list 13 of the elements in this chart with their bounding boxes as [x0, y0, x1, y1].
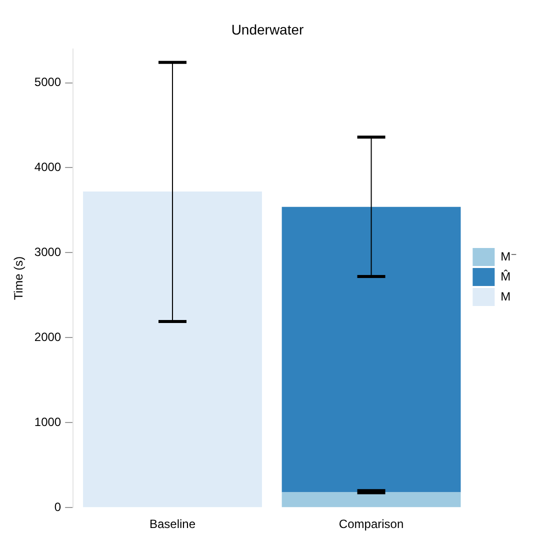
chart-title: Underwater: [231, 21, 304, 38]
y-tick-label: 0: [54, 500, 62, 514]
y-tick-label: 4000: [34, 160, 62, 174]
legend-label: M⁻: [500, 249, 518, 264]
y-tick-label: 5000: [34, 75, 62, 90]
y-tick-label: 3000: [34, 245, 62, 260]
y-axis-title: Time (s): [12, 256, 26, 300]
y-tick-label: 2000: [34, 330, 62, 344]
legend-label: M: [500, 289, 511, 304]
y-tick-label: 1000: [34, 414, 62, 429]
x-tick-label: Comparison: [338, 517, 404, 532]
legend-label: M̂: [500, 269, 511, 284]
x-tick-label: Baseline: [149, 517, 196, 532]
